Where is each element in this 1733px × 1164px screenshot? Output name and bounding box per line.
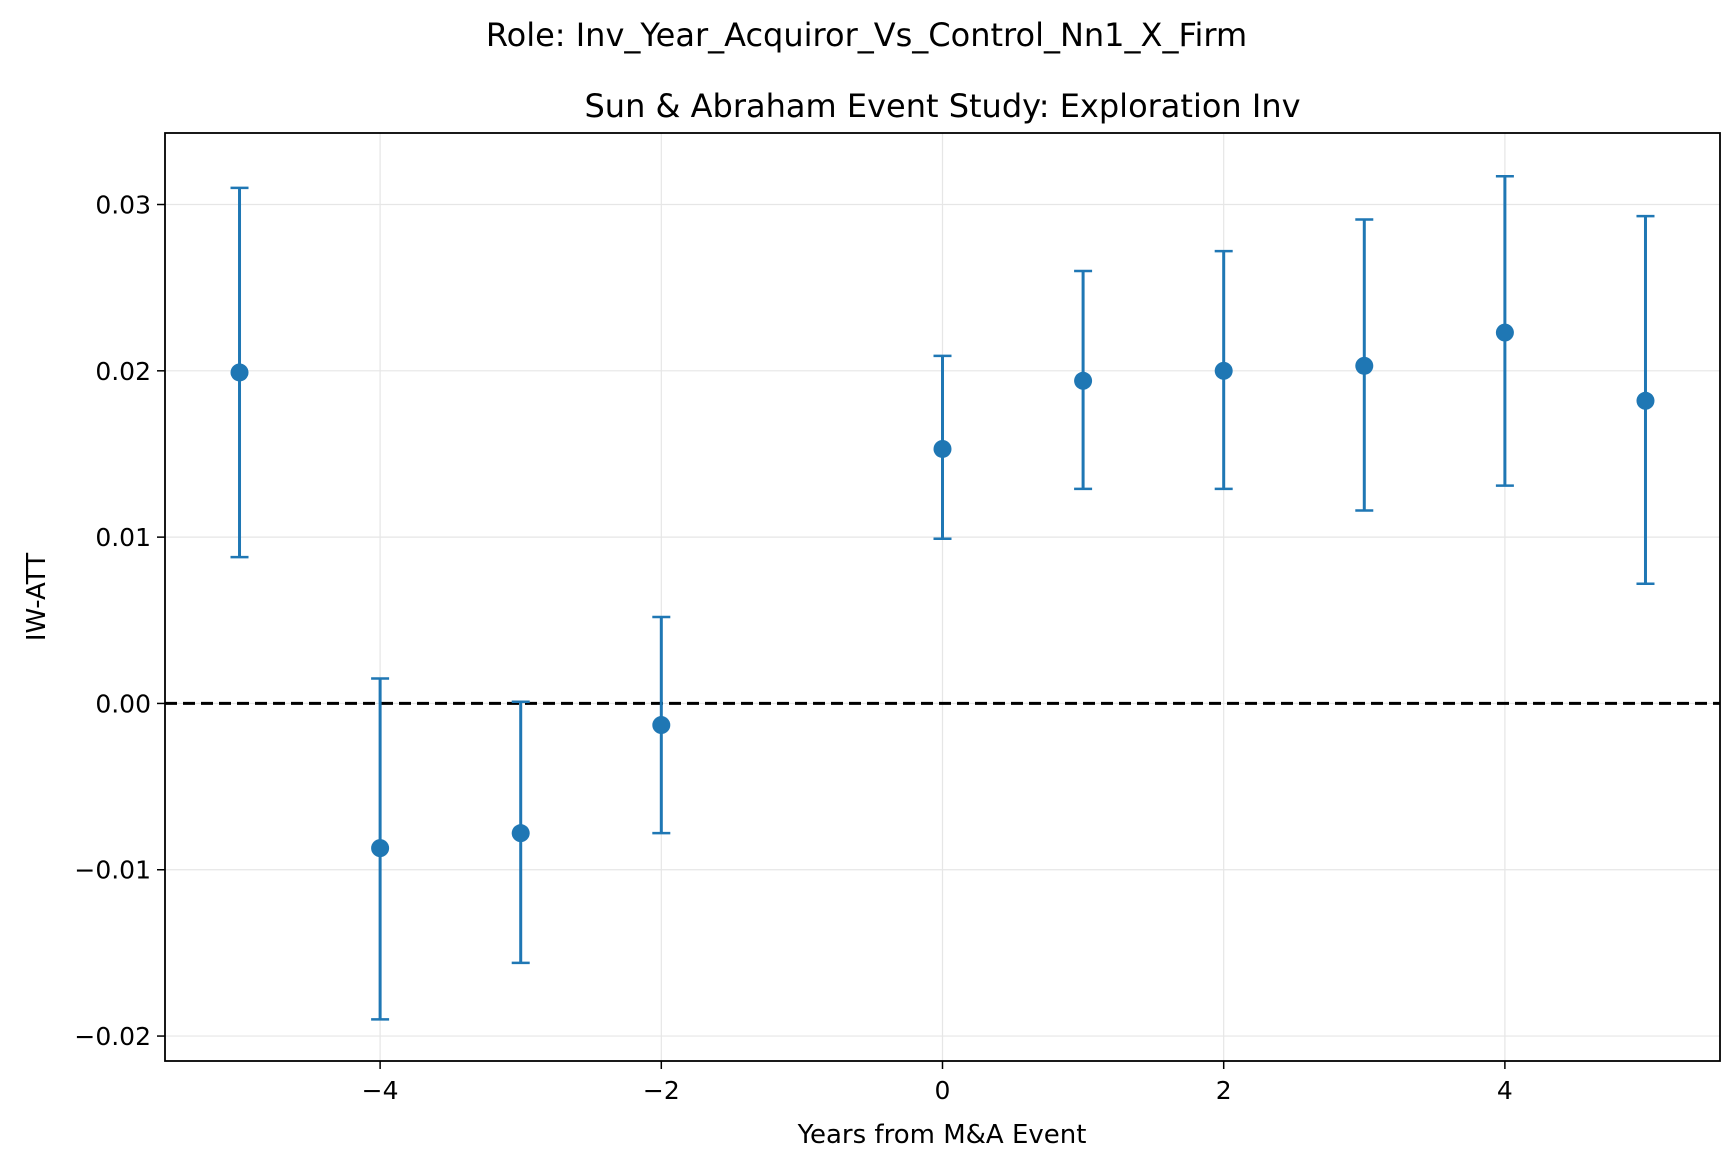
y-tick-label: 0.00: [95, 689, 151, 718]
y-tick-label: 0.03: [95, 191, 151, 220]
x-tick-label: 0: [935, 1076, 951, 1105]
data-point: [1214, 361, 1233, 380]
x-tick-label: −2: [643, 1076, 680, 1105]
x-tick-label: −4: [362, 1076, 399, 1105]
y-tick-label: −0.02: [74, 1022, 151, 1051]
y-tick-label: 0.02: [95, 357, 151, 386]
y-tick-label: −0.01: [74, 856, 151, 885]
x-tick-label: 2: [1216, 1076, 1232, 1105]
x-axis-label: Years from M&A Event: [797, 1120, 1087, 1150]
data-point: [1074, 371, 1093, 390]
x-axis-ticks: −4 −2 0 2 4: [362, 1061, 1513, 1105]
y-tick-label: 0.01: [95, 523, 151, 552]
data-point: [371, 839, 390, 858]
y-axis-ticks: −0.02 −0.01 0.00 0.01 0.02 0.03: [74, 191, 165, 1051]
data-point: [1355, 356, 1374, 375]
data-point: [652, 716, 671, 735]
data-point: [1636, 391, 1655, 410]
data-marks: [230, 174, 1655, 1021]
grid-lines: [165, 133, 1720, 1061]
x-tick-label: 4: [1497, 1076, 1513, 1105]
data-point: [933, 439, 952, 458]
data-point: [511, 824, 530, 843]
figure-suptitle: Role: Inv_Year_Acquiror_Vs_Control_Nn1_X…: [485, 16, 1248, 54]
y-axis-label: IW-ATT: [22, 553, 52, 641]
data-point: [1495, 323, 1514, 342]
data-point: [230, 363, 249, 382]
chart-title: Sun & Abraham Event Study: Exploration I…: [584, 87, 1301, 125]
